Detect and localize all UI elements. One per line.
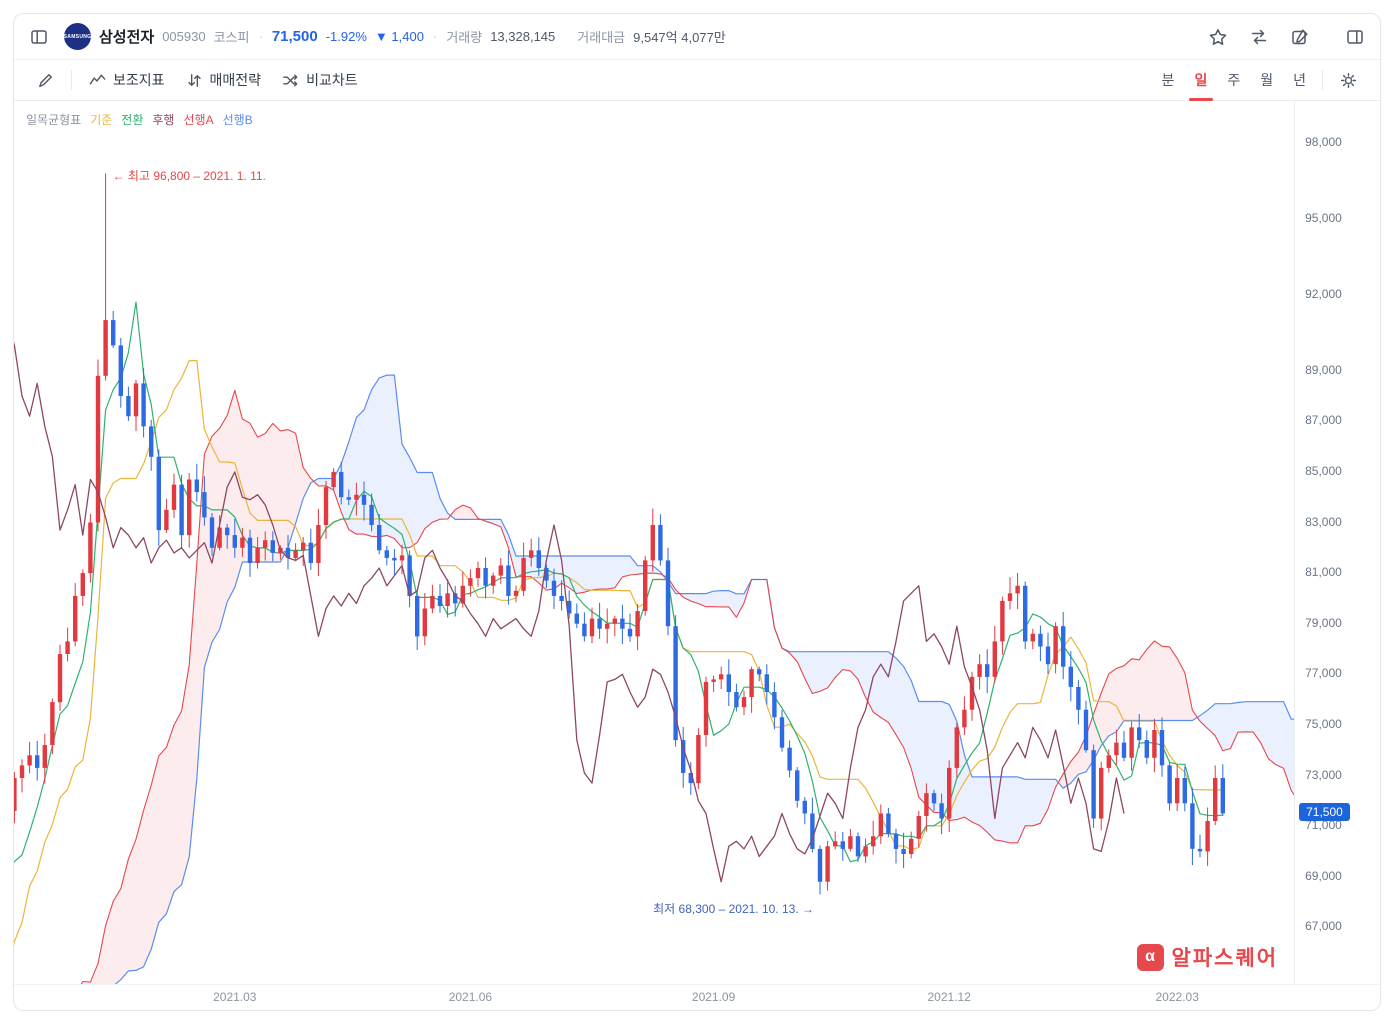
ichimoku-cloud — [81, 375, 1295, 984]
right-panel-toggle-button[interactable] — [1342, 24, 1368, 50]
favorite-button[interactable] — [1205, 24, 1231, 50]
compare-shuffle-icon — [283, 74, 298, 86]
alphasquare-watermark: α 알파스퀘어 — [1136, 942, 1279, 972]
annotation-high: ← 최고 96,800 – 2021. 1. 11. — [112, 169, 266, 184]
y-axis-tick: 75,000 — [1305, 716, 1342, 731]
right-panel-toggle-icon — [1347, 29, 1363, 44]
price-axis[interactable]: 71,500 98,000 95,000 92,000 89,000 87,000 85,… — [1294, 101, 1380, 984]
y-axis-tick: 67,000 — [1305, 919, 1342, 934]
y-axis-tick: 71,000 — [1305, 818, 1342, 833]
time-axis-row: 2021.03 2021.06 2021.09 2021.12 2022.03 — [14, 984, 1380, 1010]
samsung-logo: SAMSUNG — [64, 23, 91, 50]
y-axis-tick: 81,000 — [1305, 565, 1342, 580]
annotation-low: 최저 68,300 – 2021. 10. 13. → — [653, 902, 814, 917]
legend-lagging: 후행 — [152, 113, 175, 127]
x-axis-tick: 2021.03 — [213, 990, 257, 1004]
separator-dot: · — [432, 29, 438, 44]
strategy-menu-label: 매매전략 — [209, 72, 262, 88]
legend-tenkan: 전환 — [121, 113, 144, 127]
indicator-wave-icon — [89, 74, 106, 85]
down-arrow-icon: ▼ — [374, 29, 388, 44]
strategy-menu-button[interactable]: 매매전략 — [175, 60, 272, 100]
tenkan-line — [14, 301, 1223, 864]
period-tab-minute[interactable]: 분 — [1152, 60, 1185, 100]
candlestick-chart — [14, 173, 1295, 984]
period-tab-year[interactable]: 년 — [1283, 60, 1316, 100]
favorite-star-icon — [1209, 28, 1227, 45]
change-percent: -1.92% — [325, 29, 367, 44]
settings-button[interactable] — [1329, 60, 1368, 100]
stock-name: 삼성전자 — [99, 29, 155, 46]
period-tab-week[interactable]: 주 — [1217, 60, 1250, 100]
indicator-menu-button[interactable]: 보조지표 — [78, 60, 175, 100]
y-axis-tick: 79,000 — [1305, 615, 1342, 630]
legend-senkou-b: 선행B — [222, 113, 253, 127]
y-axis-tick: 95,000 — [1305, 210, 1342, 225]
chart-toolbar: 보조지표 매매전략 비교차트 분 일 주 월 년 — [14, 60, 1380, 101]
period-tab-month[interactable]: 월 — [1250, 60, 1283, 100]
divider — [1322, 70, 1323, 90]
y-axis-tick: 73,000 — [1305, 767, 1342, 782]
y-axis-tick: 98,000 — [1305, 135, 1342, 149]
transfer-arrows-icon — [1251, 29, 1267, 44]
chart-region: 일목균형표 기준 전환 후행 선행A 선행B ← 최고 96,800 – 202… — [14, 101, 1380, 984]
stock-header: SAMSUNG 삼성전자 005930 코스피 · 71,500 -1.92% … — [14, 14, 1380, 60]
period-tab-day[interactable]: 일 — [1184, 60, 1217, 100]
divider — [71, 70, 72, 90]
x-axis-tick: 2021.06 — [448, 990, 493, 1004]
header-actions — [1205, 24, 1368, 50]
time-axis[interactable]: 2021.03 2021.06 2021.09 2021.12 2022.03 — [14, 985, 1294, 1010]
y-axis-tick: 83,000 — [1305, 514, 1342, 529]
alphasquare-name: 알파스퀘어 — [1171, 947, 1279, 970]
trade-value-value: 9,547억 4,077만 — [633, 30, 726, 45]
last-price-badge: 71,500 — [1299, 803, 1350, 822]
compare-chart-menu-label: 비교차트 — [306, 72, 358, 88]
settings-gear-icon — [1340, 72, 1357, 88]
axis-corner — [1294, 985, 1380, 1010]
app-window: SAMSUNG 삼성전자 005930 코스피 · 71,500 -1.92% … — [13, 13, 1381, 1011]
change-amount: ▼ 1,400 — [374, 29, 424, 44]
draw-tool-button[interactable] — [26, 60, 65, 100]
edit-compose-icon — [1292, 28, 1308, 44]
compare-chart-menu-button[interactable]: 비교차트 — [271, 60, 368, 100]
left-panel-toggle-icon — [31, 29, 47, 44]
indicator-menu-label: 보조지표 — [113, 72, 165, 88]
trade-value-label: 거래대금 — [577, 30, 626, 45]
y-axis-tick: 92,000 — [1305, 286, 1342, 301]
legend-kijun: 기준 — [90, 113, 113, 127]
transfer-compare-button[interactable] — [1246, 24, 1272, 50]
y-axis-tick: 85,000 — [1305, 463, 1342, 478]
volume-value: 13,328,145 — [490, 29, 556, 44]
senkou-a-line — [80, 389, 1295, 984]
alphasquare-logo-icon: α — [1136, 943, 1164, 971]
legend-ichimoku: 일목균형표 — [26, 113, 82, 127]
market-label: 코스피 — [213, 30, 250, 45]
x-axis-tick: 2021.12 — [927, 990, 971, 1004]
ichimoku-legend: 일목균형표 기준 전환 후행 선행A 선행B — [26, 111, 253, 128]
period-tabs: 분 일 주 월 년 — [1152, 60, 1316, 100]
lagging-span-line — [14, 341, 1125, 883]
price-chart-canvas[interactable]: 일목균형표 기준 전환 후행 선행A 선행B ← 최고 96,800 – 202… — [14, 101, 1295, 984]
edit-compose-button[interactable] — [1287, 24, 1313, 50]
separator-dot: · — [258, 29, 263, 44]
y-axis-tick: 77,000 — [1305, 666, 1342, 681]
stock-code: 005930 — [162, 29, 206, 44]
current-price: 71,500 — [271, 28, 318, 45]
y-axis-tick: 69,000 — [1305, 868, 1342, 883]
y-axis-tick: 89,000 — [1305, 362, 1342, 377]
x-axis-tick: 2021.09 — [691, 990, 736, 1004]
volume-label: 거래량 — [446, 30, 483, 45]
x-axis-tick: 2022.03 — [1155, 990, 1199, 1004]
samsung-logo-text: SAMSUNG — [63, 33, 92, 40]
left-panel-toggle-button[interactable] — [26, 24, 52, 50]
strategy-updown-icon — [187, 73, 201, 87]
legend-senkou-a: 선행A — [183, 113, 214, 127]
draw-pencil-icon — [39, 73, 52, 87]
y-axis-tick: 87,000 — [1305, 413, 1342, 428]
candles — [14, 173, 1225, 895]
